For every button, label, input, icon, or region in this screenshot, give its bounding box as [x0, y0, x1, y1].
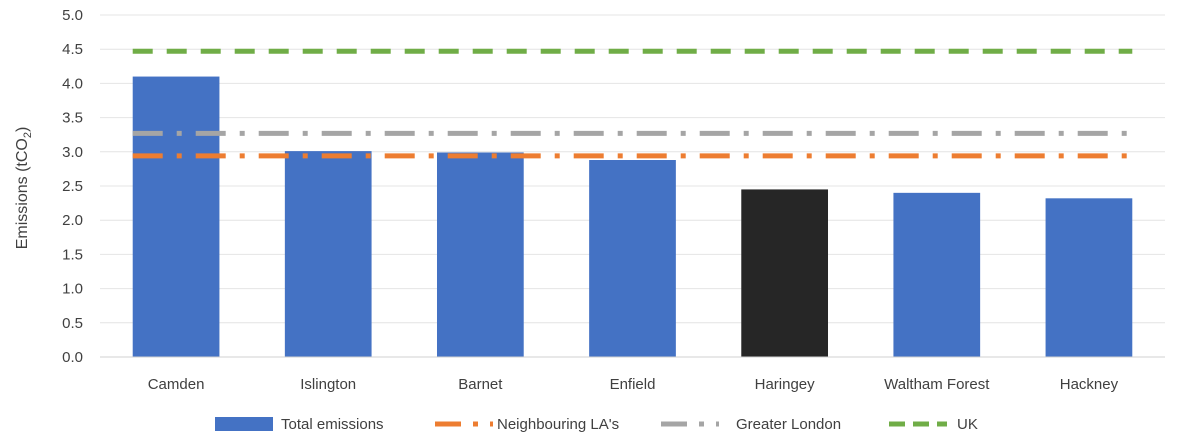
- reference-lines: [132, 48, 1133, 159]
- bar-haringey: [741, 189, 829, 357]
- legend-label: Greater London: [736, 416, 841, 433]
- y-axis-label-subscript: 2: [22, 132, 34, 138]
- y-tick-label: 4.0: [62, 75, 83, 92]
- x-tick-label: Haringey: [755, 376, 816, 393]
- legend-label: UK: [957, 416, 978, 433]
- legend-item: UK: [889, 416, 978, 433]
- y-tick-label: 5.0: [62, 7, 83, 24]
- bar-hackney: [1045, 198, 1133, 357]
- bar-enfield: [589, 160, 676, 357]
- y-tick-label: 1.5: [62, 246, 83, 263]
- legend-label: Neighbouring LA's: [497, 416, 619, 433]
- legend-item: Greater London: [661, 416, 841, 433]
- x-tick-label: Islington: [300, 376, 356, 393]
- legend-swatch: [215, 417, 273, 431]
- y-axis-label-suffix: ): [14, 127, 31, 132]
- x-axis-ticks: Camden Islington Barnet Enfield Haringey Walt…: [148, 376, 1119, 393]
- x-tick-label: Barnet: [458, 376, 503, 393]
- y-axis-ticks: 0.0 0.5 1.0 1.5 2.0 2.5 3.0 3.5 4.0 4.5 5.0: [62, 7, 83, 366]
- y-tick-label: 3.0: [62, 144, 83, 161]
- legend-item: Neighbouring LA's: [435, 416, 619, 433]
- bar-islington: [284, 151, 372, 357]
- y-axis-label: Emissions (tCO2): [14, 127, 34, 250]
- y-axis-label-main: Emissions (tCO: [14, 138, 31, 249]
- y-tick-label: 2.0: [62, 212, 83, 229]
- x-tick-label: Waltham Forest: [884, 376, 990, 393]
- y-tick-label: 2.5: [62, 178, 83, 195]
- x-tick-label: Camden: [148, 376, 205, 393]
- bar-waltham-forest: [893, 192, 981, 357]
- y-tick-label: 0.0: [62, 349, 83, 366]
- bar-barnet: [436, 152, 524, 357]
- bar-camden: [132, 76, 220, 357]
- legend-label: Total emissions: [281, 416, 384, 433]
- y-tick-label: 0.5: [62, 315, 83, 332]
- x-tick-label: Hackney: [1060, 376, 1119, 393]
- y-tick-label: 4.5: [62, 41, 83, 58]
- bars: [132, 76, 1133, 357]
- legend: Total emissions Neighbouring LA's Greater …: [215, 416, 978, 433]
- legend-item: Total emissions: [215, 416, 384, 433]
- y-tick-label: 1.0: [62, 281, 83, 298]
- x-tick-label: Enfield: [610, 376, 656, 393]
- y-tick-label: 3.5: [62, 110, 83, 127]
